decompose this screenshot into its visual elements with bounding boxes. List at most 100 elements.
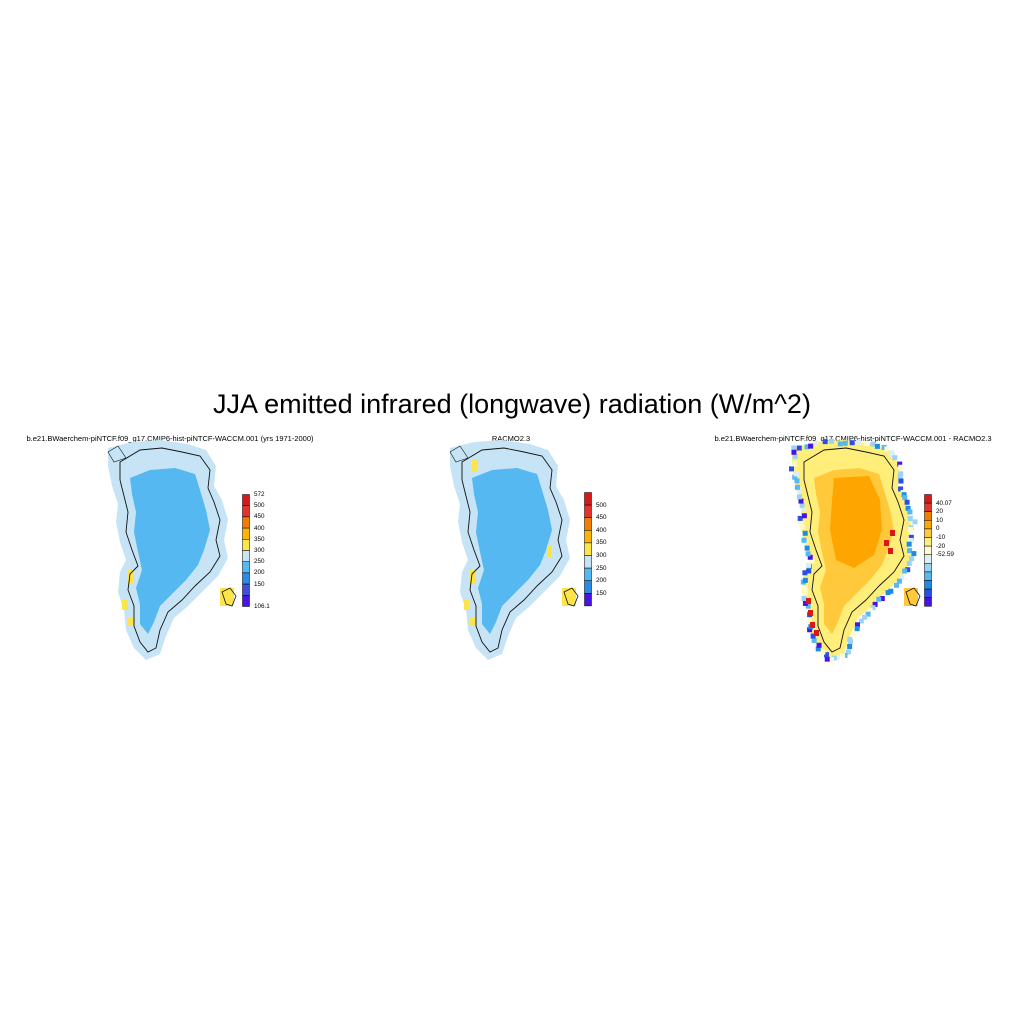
ice-sheet-field xyxy=(472,468,552,634)
coastal-cell xyxy=(870,605,876,611)
colorbar-label: 400 xyxy=(596,526,607,534)
coastal-cell xyxy=(884,446,890,452)
coastal-cell xyxy=(888,588,894,594)
colorbar-label: -52.59 xyxy=(936,551,954,559)
colorbar-label: -10 xyxy=(936,534,946,541)
colorbar-label: 10 xyxy=(936,516,944,524)
coastal-cell xyxy=(892,455,898,461)
coastal-cell xyxy=(802,577,808,583)
coastal-cell xyxy=(894,582,900,588)
coastal-cell xyxy=(806,618,812,624)
coastal-cell xyxy=(854,622,860,628)
coastal-cell xyxy=(858,618,864,624)
coastal-cell xyxy=(804,545,810,551)
colorbar-box xyxy=(924,571,932,581)
colorbar-box xyxy=(584,593,592,607)
coastal-cell xyxy=(876,596,882,602)
coastal-cell xyxy=(816,642,822,648)
warm-patch xyxy=(470,570,476,584)
colorbar-box xyxy=(584,567,592,581)
coastal-cell xyxy=(794,484,800,490)
coastal-cell xyxy=(898,471,904,477)
coastal-cell xyxy=(808,443,814,449)
positive-anomaly-cell xyxy=(808,610,813,616)
colorbar-box xyxy=(242,561,250,574)
coastal-cell xyxy=(802,590,808,596)
warm-patch xyxy=(547,545,552,557)
coastal-cell xyxy=(908,527,914,533)
colorbar-label: 0 xyxy=(936,525,940,533)
colorbar-box xyxy=(924,545,932,555)
coastal-cell xyxy=(802,600,808,606)
coastal-cell xyxy=(792,454,798,460)
coastal-cell xyxy=(802,530,808,536)
coastal-cell xyxy=(837,441,843,447)
map-panel-diff xyxy=(789,438,921,663)
coastal-cell xyxy=(811,637,817,643)
coastal-cell xyxy=(810,633,816,639)
positive-anomaly-cell xyxy=(810,622,815,628)
coastal-cell xyxy=(898,478,904,484)
colorbar-box xyxy=(242,550,250,562)
coastal-cell xyxy=(870,441,876,447)
colorbar-box xyxy=(924,502,932,512)
colorbar-label: 400 xyxy=(254,524,265,532)
coastal-cell xyxy=(801,596,807,602)
coastal-cell xyxy=(898,486,904,492)
coastal-cell xyxy=(813,440,819,446)
coastal-cell xyxy=(907,548,913,554)
ice-sheet-field xyxy=(130,468,210,634)
colorbar-box xyxy=(924,588,932,598)
colorbar-box xyxy=(242,572,250,585)
coastal-cell xyxy=(802,570,808,576)
warm-patch xyxy=(128,570,134,584)
coastal-cell xyxy=(879,596,885,602)
colorbar-box xyxy=(584,555,592,569)
island-outline xyxy=(221,587,237,607)
colorbar-box xyxy=(584,492,592,506)
coastal-cell xyxy=(848,639,854,645)
colorbar-box xyxy=(242,539,250,551)
colorbar-box xyxy=(242,494,250,506)
coastal-cell xyxy=(846,649,852,655)
colorbar-label: 106.1 xyxy=(254,603,270,610)
warm-patch xyxy=(464,600,470,610)
colorbar-box xyxy=(924,528,932,538)
coastline xyxy=(803,447,905,653)
coastal-cell xyxy=(874,443,880,449)
coastal-cell xyxy=(802,585,808,591)
colorbar-label: 450 xyxy=(254,513,265,521)
coastal-cell xyxy=(899,574,905,580)
colorbar-boxes xyxy=(924,494,932,607)
coastal-cell xyxy=(909,556,915,562)
colorbar-label: 200 xyxy=(596,577,607,585)
ellesmere-edge xyxy=(449,445,469,463)
difference-core xyxy=(830,476,882,568)
colorbar-box xyxy=(242,516,250,529)
warm-patch xyxy=(470,618,476,626)
coastal-cell xyxy=(906,560,912,566)
colorbar-box xyxy=(924,554,932,564)
coastal-cell xyxy=(798,498,804,504)
colorbar-box xyxy=(924,520,932,530)
island-outline xyxy=(563,587,579,607)
coastal-cell xyxy=(907,515,913,521)
coastal-cell xyxy=(801,537,807,543)
panel-title-model: b.e21.BWaerchem-piNTCF.f09_g17.CMIP6-his… xyxy=(26,434,314,443)
coastal-cell xyxy=(824,656,830,662)
colorbar-boxes xyxy=(242,494,250,607)
coastal-cell xyxy=(898,464,904,470)
colorbar-label: 500 xyxy=(254,502,265,510)
colorbar-box xyxy=(242,595,250,607)
colorbar-label: 300 xyxy=(596,552,607,559)
coastal-cell xyxy=(851,631,857,637)
coastal-cell xyxy=(794,478,800,484)
coastal-cell xyxy=(807,554,813,560)
coastal-cell xyxy=(856,439,862,445)
positive-anomaly-cell xyxy=(890,530,895,536)
colorbar-box xyxy=(924,563,932,573)
positive-anomaly-cell xyxy=(814,630,819,636)
colorbar-box xyxy=(924,537,932,547)
coastal-cell xyxy=(805,551,811,557)
